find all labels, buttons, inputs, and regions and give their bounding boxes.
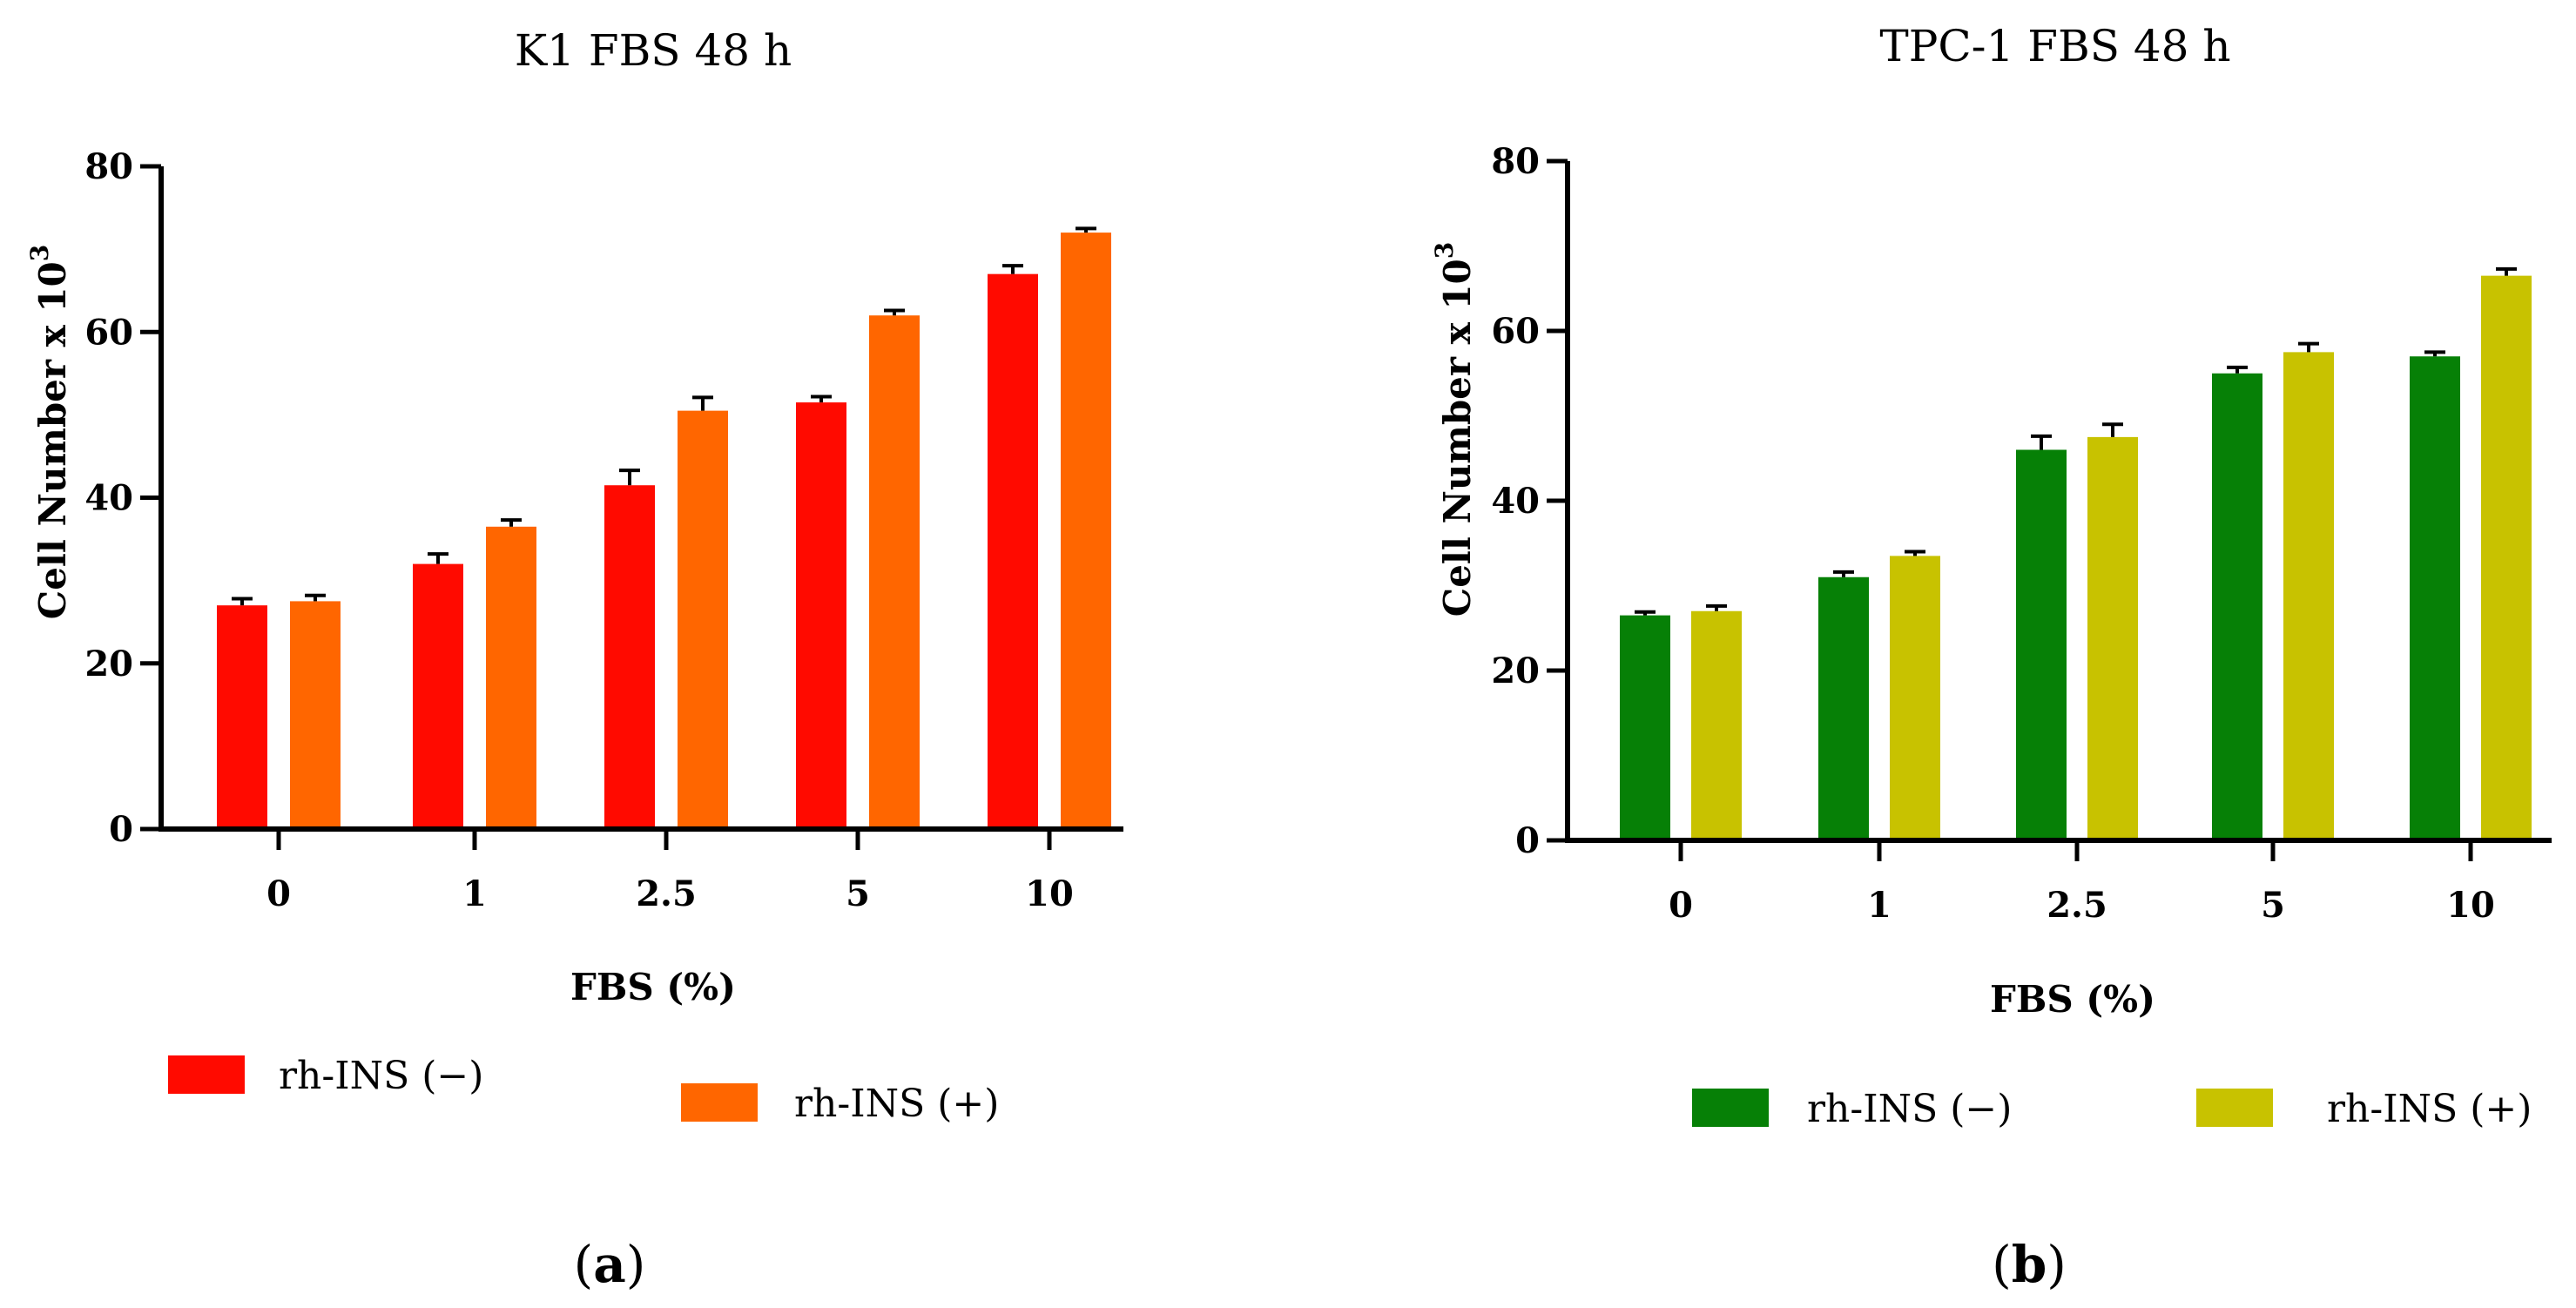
x-tick-label-0: 0 (266, 873, 291, 914)
legend-swatch-rh-ins-plus (681, 1083, 758, 1122)
chart-panel-a: K1 FBS 48 h 0 20 40 60 80 0 1 2.5 5 10 Cell Numb… (25, 25, 1123, 1294)
x-tick-label-5: 5 (2261, 885, 2285, 926)
legend-swatch-rh-ins-minus (168, 1055, 245, 1094)
bar-rh-ins-plus-1 (1890, 556, 1940, 840)
y-tick-label-20: 20 (84, 644, 133, 684)
y-axis-label-text: Cell Number x 10 (31, 261, 74, 619)
y-axis-label-exponent: 3 (1430, 242, 1459, 259)
y-tick-label-40: 40 (84, 478, 133, 519)
y-tick-label-80: 80 (84, 146, 133, 187)
x-tick-label-1: 1 (462, 873, 487, 914)
bar-rh-ins-minus-5 (796, 402, 846, 829)
bar-rh-ins-minus-2-5 (2016, 449, 2067, 840)
x-tick-label-10: 10 (1025, 873, 1074, 914)
x-tick-labels: 0 1 2.5 5 10 (266, 829, 1074, 914)
x-tick-label-5: 5 (846, 873, 870, 914)
y-axis-label: Cell Number x 103 (1430, 242, 1479, 617)
y-tick-label-20: 20 (1491, 651, 1540, 691)
panel-label-a: (a) (574, 1235, 646, 1294)
y-tick-label-60: 60 (1491, 311, 1540, 352)
bar-rh-ins-minus-10 (988, 273, 1038, 830)
x-tick-label-2-5: 2.5 (2047, 885, 2107, 926)
legend-label-rh-ins-plus: rh-INS (+) (2327, 1087, 2532, 1131)
bar-rh-ins-plus-5 (869, 315, 920, 830)
bar-rh-ins-minus-2-5 (604, 485, 655, 829)
x-tick-label-2-5: 2.5 (636, 873, 697, 914)
legend: rh-INS (−) rh-INS (+) (1692, 1087, 2532, 1131)
legend-label-rh-ins-minus: rh-INS (−) (279, 1054, 483, 1098)
y-tick-label-0: 0 (1515, 820, 1540, 861)
bar-rh-ins-plus-0 (1691, 610, 1742, 840)
bar-rh-ins-plus-1 (486, 526, 536, 829)
chart-title: K1 FBS 48 h (515, 25, 792, 76)
y-tick-label-60: 60 (84, 312, 133, 353)
chart-panel-b: TPC-1 FBS 48 h 0 20 40 60 80 0 1 2.5 5 10 Cell N… (1430, 21, 2552, 1294)
bar-rh-ins-minus-1 (413, 563, 463, 829)
plot-area (158, 166, 1123, 832)
legend-label-rh-ins-minus: rh-INS (−) (1807, 1087, 2012, 1131)
bar-rh-ins-plus-10 (1061, 233, 1111, 830)
x-tick-labels: 0 1 2.5 5 10 (1669, 840, 2495, 926)
bar-rh-ins-plus-10 (2481, 275, 2532, 840)
y-axis-label: Cell Number x 103 (25, 245, 74, 619)
x-axis-label: FBS (%) (570, 966, 736, 1008)
bar-rh-ins-minus-1 (1818, 576, 1869, 840)
bar-rh-ins-plus-5 (2283, 352, 2334, 840)
y-tick-labels: 0 20 40 60 80 (84, 146, 161, 850)
x-axis-label: FBS (%) (1990, 978, 2155, 1021)
panel-letter-a: a (593, 1235, 626, 1294)
bar-rh-ins-plus-2-5 (678, 410, 728, 829)
bar-rh-ins-plus-0 (290, 601, 341, 829)
y-axis-label-exponent: 3 (25, 245, 54, 261)
bar-rh-ins-minus-5 (2212, 373, 2262, 840)
panel-label-b: (b) (1992, 1235, 2067, 1294)
y-tick-labels: 0 20 40 60 80 (1491, 141, 1568, 861)
x-tick-label-0: 0 (1669, 885, 1693, 926)
chart-title: TPC-1 FBS 48 h (1879, 21, 2230, 71)
legend-swatch-rh-ins-plus (2196, 1089, 2273, 1127)
y-tick-label-0: 0 (109, 809, 133, 850)
y-tick-label-80: 80 (1491, 141, 1540, 182)
bar-rh-ins-minus-10 (2410, 356, 2460, 840)
legend-swatch-rh-ins-minus (1692, 1089, 1769, 1127)
x-tick-label-1: 1 (1867, 885, 1892, 926)
y-tick-label-40: 40 (1491, 481, 1540, 522)
bar-rh-ins-minus-0 (217, 605, 267, 829)
plot-area (1565, 161, 2552, 843)
legend-label-rh-ins-plus: rh-INS (+) (794, 1082, 999, 1126)
legend: rh-INS (−) rh-INS (+) (168, 1054, 999, 1126)
bar-rh-ins-minus-0 (1620, 615, 1670, 840)
y-axis-label-text: Cell Number x 10 (1436, 259, 1479, 617)
panel-letter-b: b (2012, 1235, 2047, 1294)
x-tick-label-10: 10 (2446, 885, 2495, 926)
bar-rh-ins-plus-2-5 (2087, 436, 2138, 840)
